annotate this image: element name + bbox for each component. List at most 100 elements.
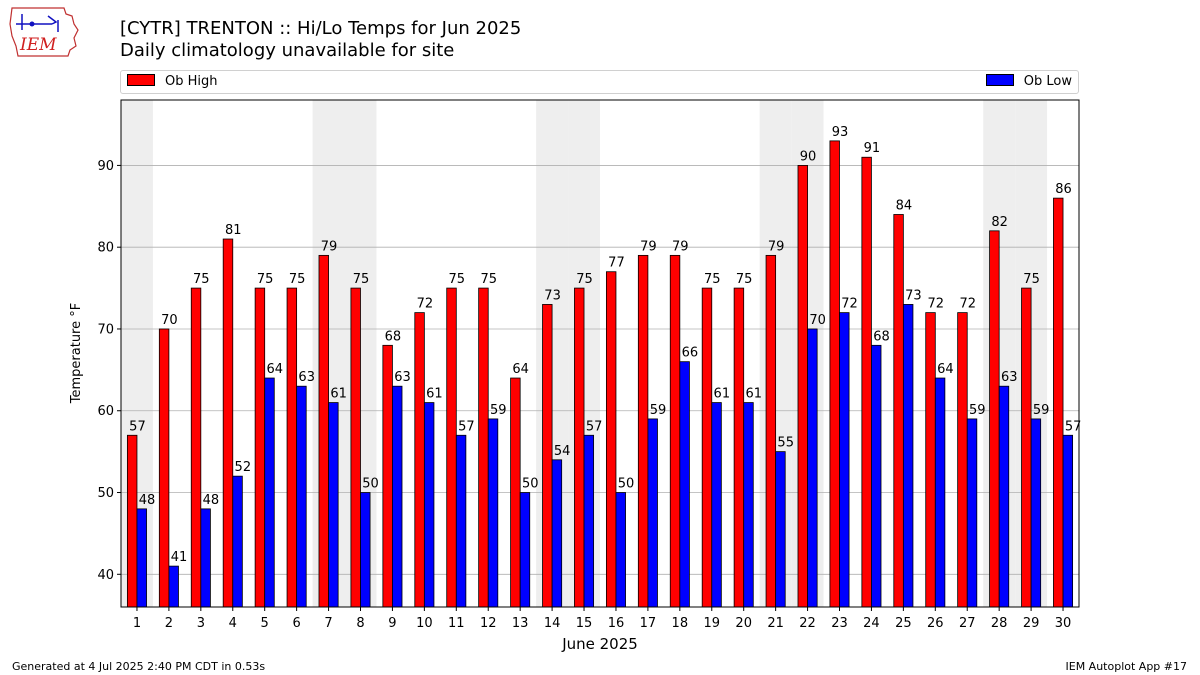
bar-high-day-19 (701, 287, 713, 608)
bar-high-day-22 (797, 165, 808, 608)
bar-low-day-23 (839, 312, 850, 608)
label-high-day-9: 68 (385, 329, 402, 344)
bar-high-day-3 (190, 287, 202, 608)
x-tick-label-29: 29 (1023, 616, 1040, 631)
y-tick-label-60: 60 (97, 404, 114, 419)
label-high-day-5: 75 (257, 272, 274, 287)
chart-title: [CYTR] TRENTON :: Hi/Lo Temps for Jun 20… (120, 18, 522, 39)
x-tick-label-22: 22 (799, 616, 816, 631)
label-low-day-20: 61 (745, 387, 762, 402)
bar-high-day-16 (605, 271, 617, 608)
x-tick-label-19: 19 (703, 616, 720, 631)
label-high-day-25: 84 (896, 198, 913, 213)
x-tick-label-11: 11 (448, 616, 465, 631)
bar-low-day-3 (200, 508, 211, 608)
x-tick-label-14: 14 (544, 616, 561, 631)
label-high-day-8: 75 (353, 272, 370, 287)
x-tick-label-28: 28 (991, 616, 1008, 631)
bar-high-day-17 (637, 254, 649, 608)
x-tick-label-15: 15 (576, 616, 593, 631)
label-low-day-3: 48 (203, 493, 220, 508)
chart-subtitle: Daily climatology unavailable for site (120, 40, 455, 61)
bar-high-day-30 (1053, 197, 1064, 608)
x-tick-label-27: 27 (959, 616, 976, 631)
bar-low-day-11 (455, 434, 467, 608)
legend: Ob High Ob Low (120, 70, 1079, 94)
legend-swatch-low (985, 74, 1014, 86)
label-low-day-9: 63 (394, 370, 411, 385)
x-tick-label-16: 16 (608, 616, 625, 631)
bar-low-day-26 (934, 377, 946, 608)
label-low-day-11: 57 (458, 419, 475, 434)
label-high-day-14: 73 (544, 288, 561, 303)
x-tick-label-17: 17 (640, 616, 657, 631)
x-tick-label-9: 9 (388, 616, 396, 631)
x-tick-label-20: 20 (735, 616, 752, 631)
label-high-day-12: 75 (480, 272, 497, 287)
label-low-day-27: 59 (969, 403, 986, 418)
bar-low-day-16 (615, 492, 626, 608)
x-tick-label-25: 25 (895, 616, 912, 631)
plot-frame (120, 99, 1080, 608)
bar-low-day-4 (232, 475, 243, 608)
label-low-day-12: 59 (490, 403, 507, 418)
x-tick-label-26: 26 (927, 616, 944, 631)
x-tick-label-1: 1 (133, 616, 141, 631)
label-high-day-16: 77 (608, 256, 625, 271)
x-tick-label-5: 5 (261, 616, 269, 631)
label-low-day-6: 63 (298, 370, 315, 385)
bar-high-day-24 (861, 156, 872, 608)
label-high-day-4: 81 (225, 223, 242, 238)
x-tick-label-18: 18 (672, 616, 689, 631)
label-low-day-29: 59 (1033, 403, 1050, 418)
x-tick-label-8: 8 (356, 616, 364, 631)
bar-low-day-19 (711, 402, 722, 608)
bar-high-day-7 (318, 254, 329, 608)
bar-high-day-10 (414, 312, 425, 608)
y-tick-label-90: 90 (97, 159, 114, 174)
bar-low-day-27 (966, 418, 978, 608)
label-low-day-23: 72 (841, 297, 858, 312)
y-tick-label-80: 80 (97, 241, 114, 256)
bar-high-day-20 (733, 287, 745, 608)
x-tick-label-23: 23 (831, 616, 848, 631)
bar-high-day-25 (893, 214, 904, 608)
label-high-day-3: 75 (193, 272, 210, 287)
generated-timestamp: Generated at 4 Jul 2025 2:40 PM CDT in 0… (12, 660, 266, 673)
x-tick-label-21: 21 (767, 616, 784, 631)
bar-high-day-5 (254, 287, 266, 608)
bar-low-day-8 (360, 492, 371, 608)
label-low-day-1: 48 (139, 493, 156, 508)
label-high-day-6: 75 (289, 272, 306, 287)
bar-high-day-12 (478, 287, 489, 608)
label-low-day-28: 63 (1001, 370, 1018, 385)
x-tick-label-3: 3 (197, 616, 205, 631)
label-high-day-23: 93 (832, 125, 849, 140)
iem-logo-icon: IEM (9, 7, 79, 57)
data-labels: 57 48 70 41 75 48 81 52 75 64 75 63 79 61 75 50 68 63 72 61… (129, 125, 1081, 565)
bar-low-day-24 (871, 344, 882, 608)
label-high-day-30: 86 (1055, 182, 1072, 197)
bar-high-day-21 (765, 254, 777, 608)
bar-low-day-10 (423, 402, 435, 608)
label-low-day-10: 61 (426, 387, 443, 402)
label-low-day-15: 57 (586, 419, 603, 434)
label-high-day-20: 75 (736, 272, 753, 287)
label-low-day-25: 73 (905, 288, 922, 303)
bar-low-day-29 (1030, 418, 1042, 608)
label-low-day-5: 64 (266, 362, 283, 377)
x-tick-label-10: 10 (416, 616, 433, 631)
bar-low-day-18 (679, 361, 690, 608)
label-high-day-28: 82 (991, 215, 1008, 230)
bar-low-day-28 (998, 385, 1010, 608)
bar-high-day-23 (829, 140, 840, 608)
label-low-day-16: 50 (618, 477, 635, 492)
bar-high-day-8 (350, 287, 361, 608)
bar-low-day-1 (136, 508, 147, 608)
bar-high-day-15 (574, 287, 585, 608)
bar-high-day-4 (222, 238, 234, 608)
bar-high-day-1 (126, 434, 138, 608)
bar-high-day-26 (925, 312, 936, 608)
